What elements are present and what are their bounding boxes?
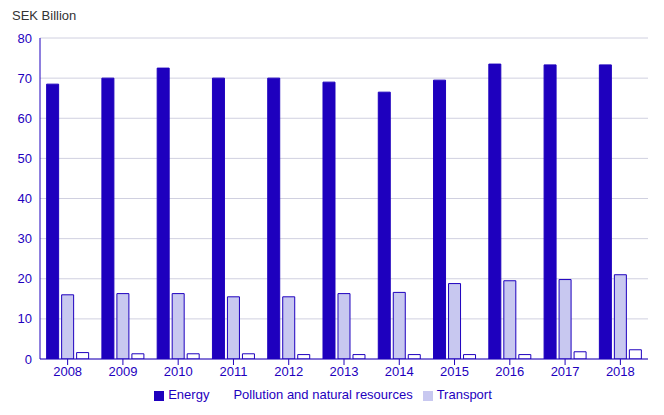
svg-text:2018: 2018 [606, 364, 635, 379]
svg-text:2011: 2011 [219, 364, 247, 379]
html-text:SEK Billion: SEK Billion [12, 8, 77, 23]
svg-text:2008: 2008 [53, 364, 82, 379]
svg-text:2014: 2014 [385, 364, 414, 379]
svg-text:2009: 2009 [108, 364, 137, 379]
html-text:Pollution and natural resource: Pollution and natural resources [233, 387, 413, 402]
html-text:Energy: Energy [168, 387, 210, 402]
svg-text:50: 50 [18, 151, 32, 166]
svg-text:20: 20 [18, 271, 32, 286]
svg-text:40: 40 [18, 191, 32, 206]
html-text:Transport: Transport [436, 387, 492, 402]
svg-text:2013: 2013 [330, 364, 359, 379]
svg-text:30: 30 [18, 231, 32, 246]
svg-text:70: 70 [18, 71, 32, 86]
svg-text:10: 10 [18, 311, 32, 326]
svg-text:2012: 2012 [274, 364, 303, 379]
svg-text:0: 0 [25, 352, 32, 367]
svg-text:60: 60 [18, 111, 32, 126]
svg-text:2015: 2015 [440, 364, 469, 379]
svg-text:2016: 2016 [495, 364, 524, 379]
svg-text:2017: 2017 [551, 364, 580, 379]
svg-text:2010: 2010 [164, 364, 193, 379]
svg-text:80: 80 [18, 31, 32, 46]
